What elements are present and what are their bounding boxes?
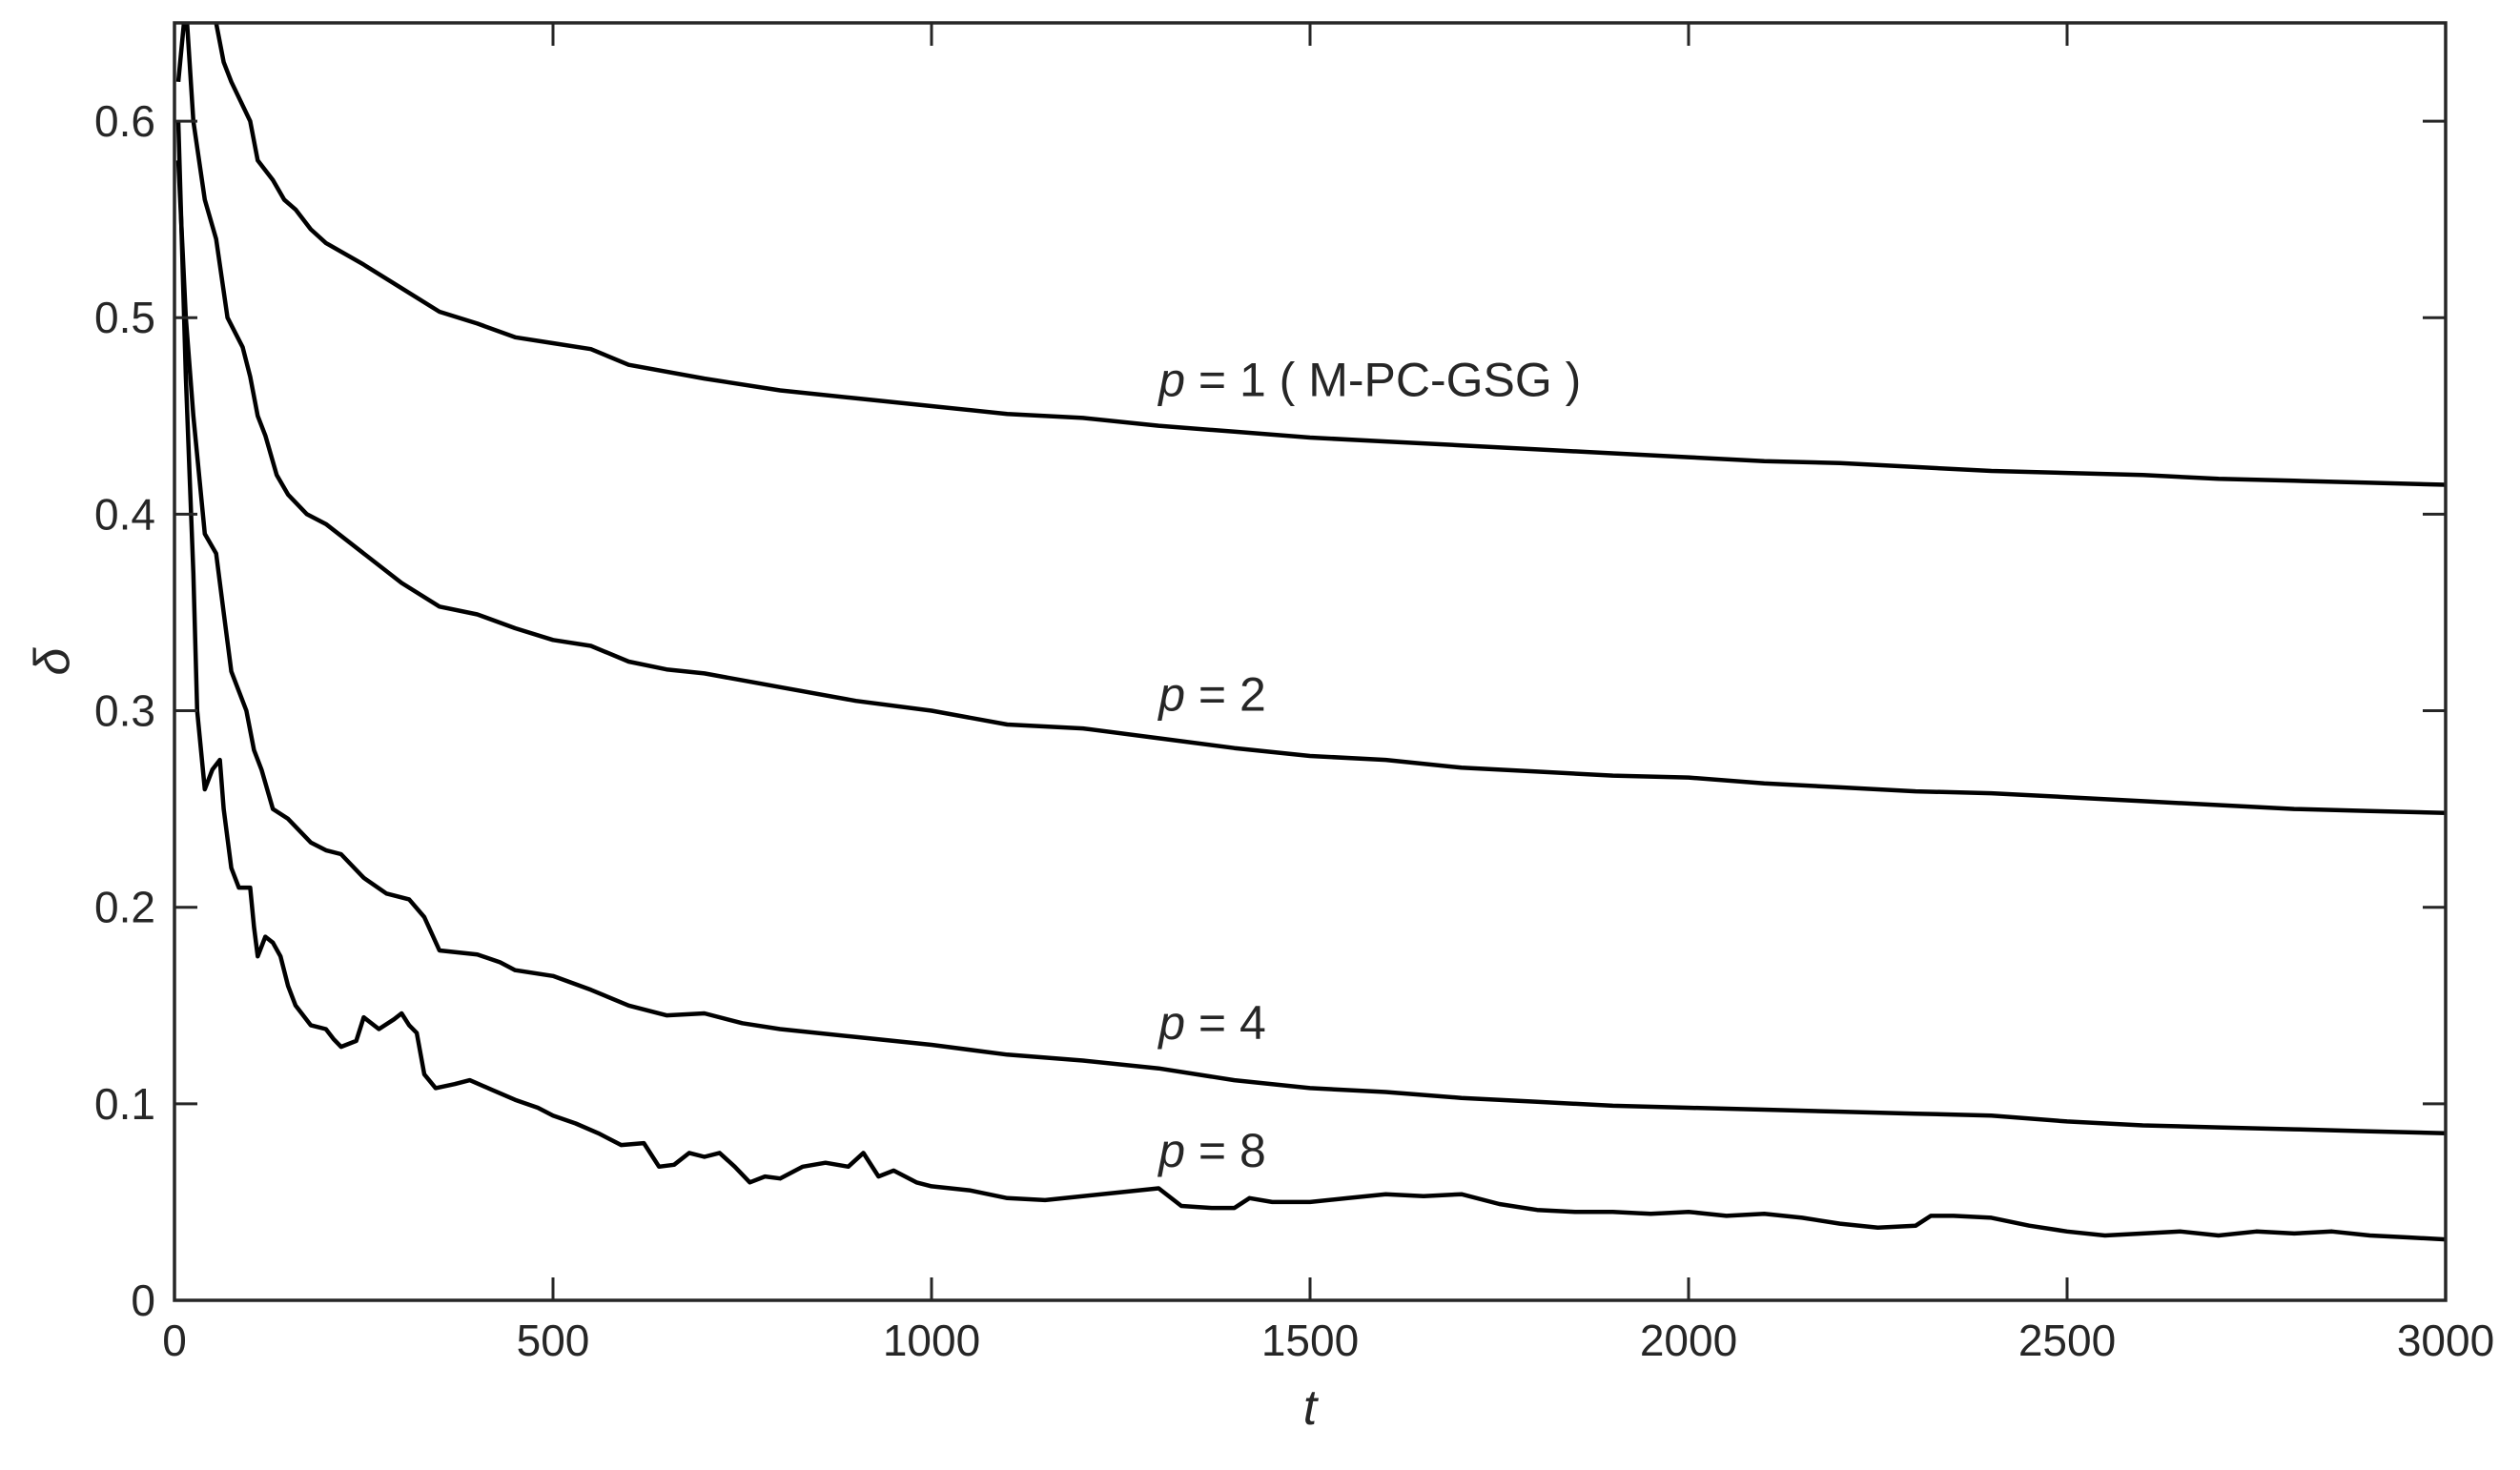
axes-layer bbox=[173, 21, 2448, 1302]
x-tick-label: 3000 bbox=[2397, 1316, 2494, 1365]
plot-frame bbox=[173, 21, 2448, 1302]
y-tick-label: 0 bbox=[131, 1276, 155, 1325]
series-label-2: p = 2 bbox=[1157, 668, 1266, 722]
labels-layer: p = 1 ( M-PC-GSG ) p = 2 p = 4 p = 8 0 500 100… bbox=[25, 96, 2494, 1436]
y-tick-label: 0.1 bbox=[94, 1079, 155, 1129]
series-layer bbox=[175, 23, 2446, 1242]
y-tick-label: 0.2 bbox=[94, 883, 155, 932]
series-label-4: p = 8 bbox=[1157, 1124, 1266, 1177]
y-tick-label: 0.5 bbox=[94, 293, 155, 342]
series-line-2 bbox=[175, 23, 2446, 815]
x-tick-label: 1500 bbox=[1261, 1316, 1359, 1365]
y-axis-label: δ bbox=[25, 646, 80, 675]
x-tick-label: 0 bbox=[162, 1316, 187, 1365]
series-label-3: p = 4 bbox=[1157, 996, 1266, 1050]
y-tick-label: 0.6 bbox=[94, 96, 155, 146]
series-line-4 bbox=[175, 121, 2446, 1242]
series-label-1: p = 1 ( M-PC-GSG ) bbox=[1157, 354, 1581, 407]
x-tick-label: 2500 bbox=[2018, 1316, 2116, 1365]
x-tick-label: 2000 bbox=[1640, 1316, 1737, 1365]
series-line-1 bbox=[214, 23, 2446, 487]
series-line-3 bbox=[175, 160, 2446, 1136]
x-axis-label: t bbox=[1303, 1380, 1320, 1436]
x-tick-label: 1000 bbox=[883, 1316, 980, 1365]
y-tick-label: 0.4 bbox=[94, 489, 155, 539]
x-tick-label: 500 bbox=[517, 1316, 590, 1365]
y-tick-label: 0.3 bbox=[94, 686, 155, 736]
